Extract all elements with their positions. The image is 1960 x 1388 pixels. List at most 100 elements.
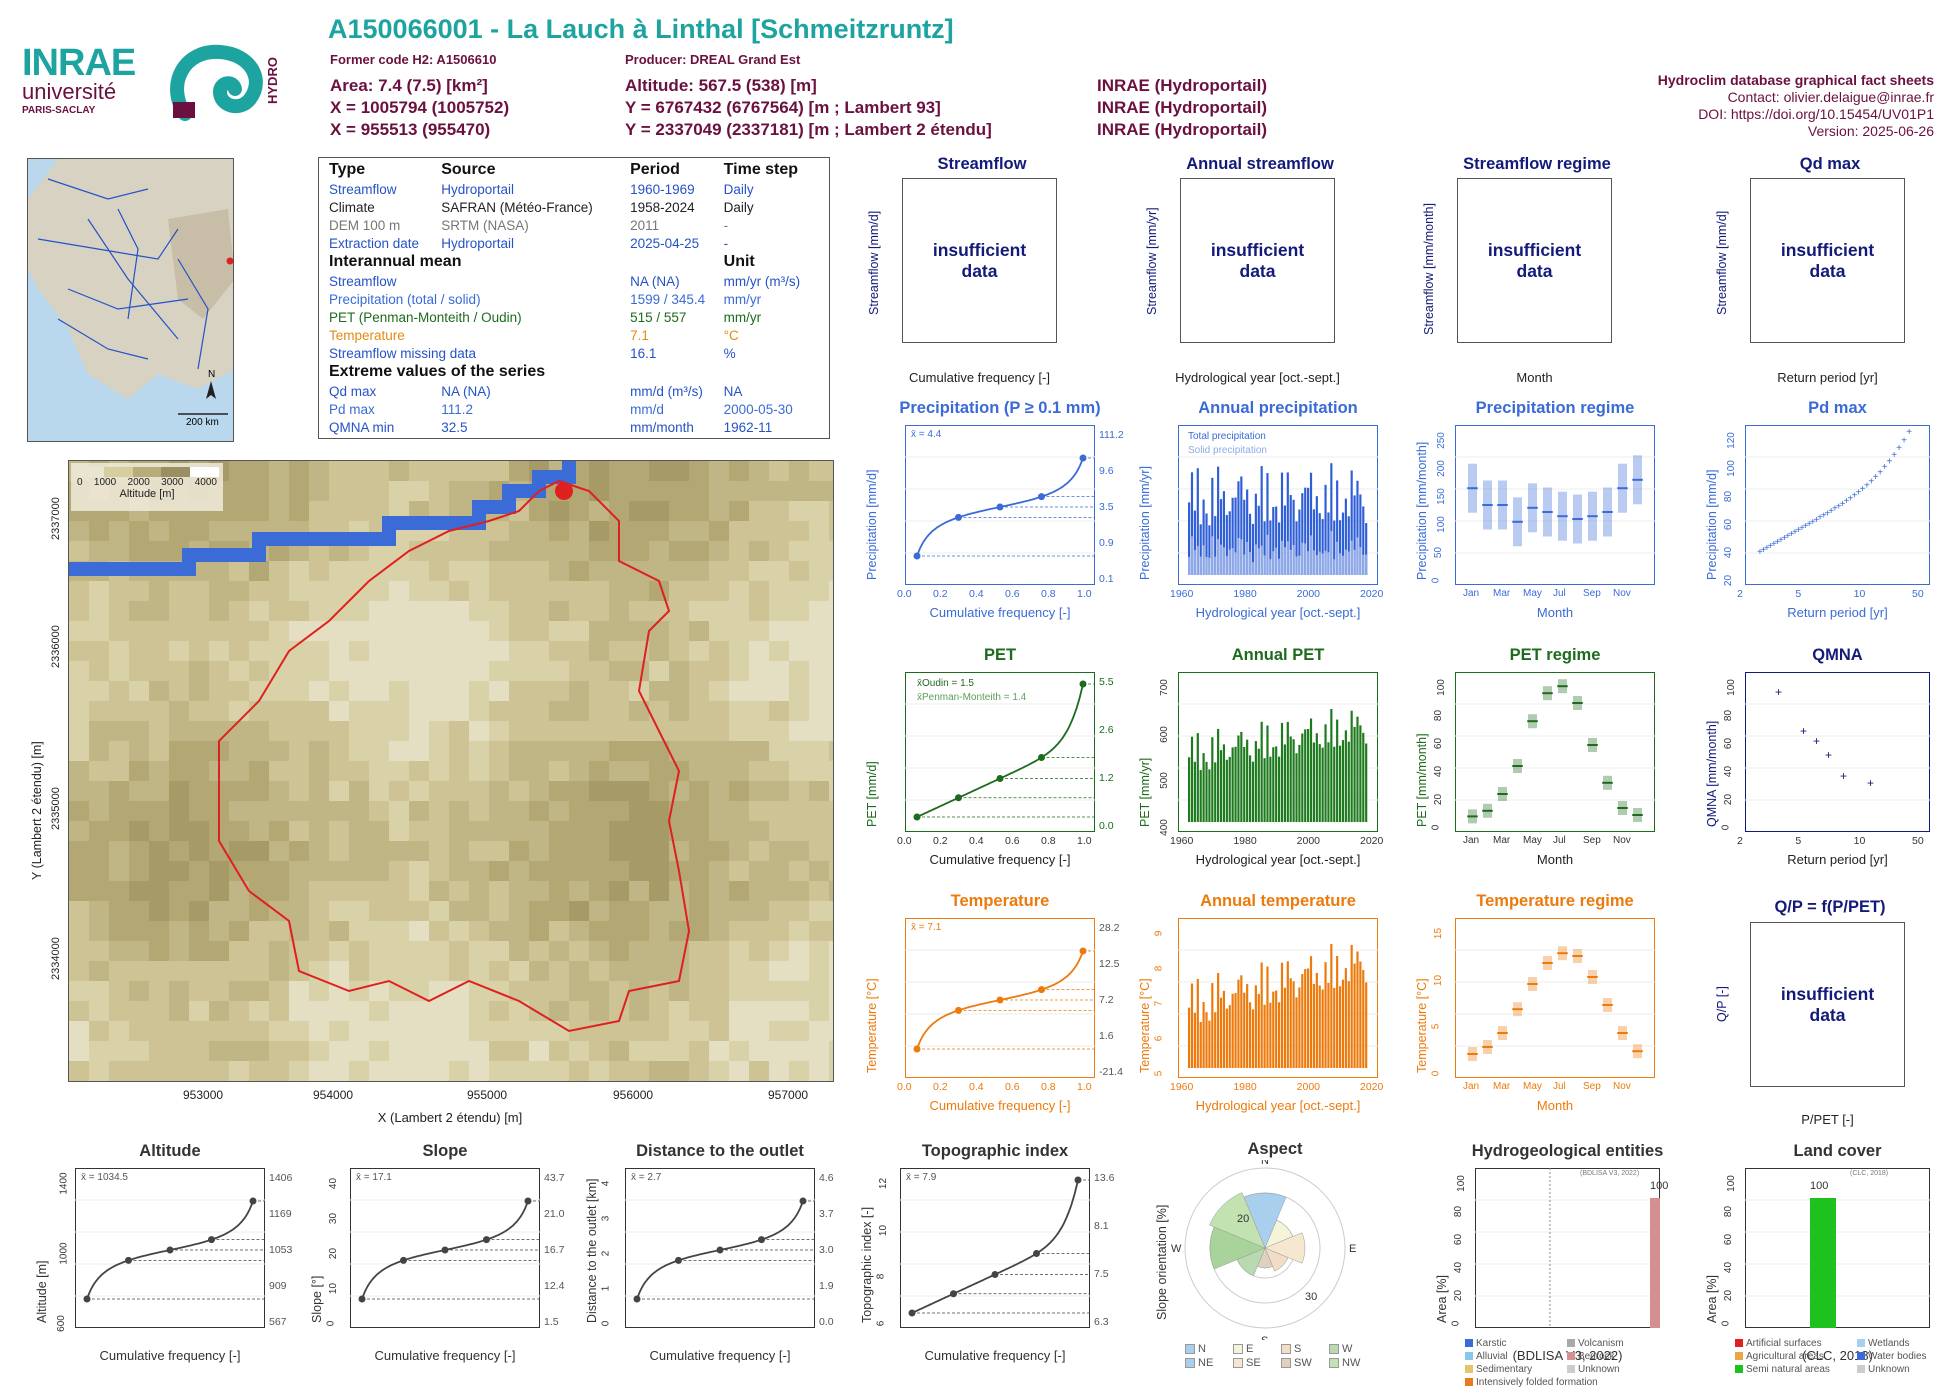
bar-solid [1188, 556, 1191, 575]
rose-sector [1264, 1247, 1289, 1272]
dem-cell [729, 1061, 749, 1081]
dem-cell [389, 861, 409, 881]
dem-cell [409, 461, 429, 481]
dem-cell [829, 641, 833, 661]
bar [1307, 729, 1310, 822]
dem-cell [149, 821, 169, 841]
y-axis-label: Distance to the outlet [km] [585, 1178, 599, 1323]
dem-cell [609, 761, 629, 781]
dem-cell [469, 801, 489, 821]
th-period: Period [630, 161, 680, 178]
bar [1321, 747, 1324, 822]
bar [1315, 496, 1318, 575]
bar [1217, 728, 1220, 822]
dem-cell [249, 561, 269, 581]
dem-cell [89, 921, 109, 941]
max-point: + [1877, 467, 1883, 478]
bar [1237, 979, 1240, 1068]
y-tick-label: 2 [600, 1250, 612, 1257]
dem-cell [369, 721, 389, 741]
dem-cell [669, 521, 689, 541]
dem-cell [769, 961, 789, 981]
dem-cell [409, 781, 429, 801]
dem-cell [569, 981, 589, 1001]
bar [1251, 761, 1255, 822]
dem-cell [449, 1041, 469, 1061]
y-tick-label: 0 [1450, 1320, 1462, 1327]
dem-cell [809, 1061, 829, 1081]
dem-cell [349, 641, 369, 661]
quantile-label: 0.0 [819, 1316, 834, 1328]
dem-cell [509, 661, 529, 681]
bar [1243, 992, 1246, 1068]
bar-value-label: 100 [1810, 1180, 1829, 1192]
dem-cell [109, 821, 129, 841]
bar-solid [1304, 543, 1307, 575]
dem-cell [209, 961, 229, 981]
dem-cell [309, 661, 329, 681]
dem-cell [349, 761, 369, 781]
x-tick-label: 5 [1795, 588, 1802, 600]
bar [1304, 487, 1307, 575]
plot-area [900, 1168, 1090, 1328]
dem-cell [369, 481, 389, 501]
legend-penman: x̄Penman-Monteith = 1.4 [917, 692, 1027, 703]
dem-cell [829, 521, 833, 541]
dem-cell [689, 581, 709, 601]
dem-cell [829, 621, 833, 641]
dem-cell [89, 1001, 109, 1021]
cell: SAFRAN (Météo-France) [441, 199, 593, 215]
dem-cell [709, 541, 729, 561]
quantile-point [913, 552, 921, 560]
bar [1350, 470, 1353, 575]
dem-cell [829, 781, 833, 801]
dem-cell [249, 681, 269, 701]
dem-cell [749, 881, 769, 901]
dem-cell [669, 1001, 689, 1021]
legend-swatch [1233, 1344, 1243, 1355]
y-tick-label: 0 [325, 1320, 337, 1327]
dem-cell [609, 701, 629, 721]
dem-cell [589, 901, 609, 921]
dem-cell [369, 881, 389, 901]
bar-solid [1298, 555, 1301, 575]
dem-cell [349, 861, 369, 881]
dem-cell [229, 801, 249, 821]
dem-cell [809, 701, 829, 721]
dem-cell [329, 921, 349, 941]
qmna-point: + [1867, 776, 1874, 790]
y-tick-label: 80 [1723, 1205, 1735, 1218]
dem-cell [549, 721, 569, 741]
dem-cell [689, 601, 709, 621]
x-tick-label: 2020 [1360, 588, 1384, 600]
dem-cell [809, 841, 829, 861]
y-tick-label: 20 [1723, 1289, 1735, 1302]
dem-cell [529, 941, 549, 961]
quantile-label: 5.5 [1099, 676, 1114, 688]
bar-solid [1237, 538, 1240, 575]
dem-cell [509, 861, 529, 881]
bar [1214, 516, 1217, 575]
dem-cell [529, 921, 549, 941]
dem-cell [589, 821, 609, 841]
bar-solid [1275, 547, 1278, 575]
dem-cell [269, 621, 289, 641]
dem-cell [309, 581, 329, 601]
dem-cell [629, 541, 649, 561]
dem-cell [489, 801, 509, 821]
dem-cell [609, 681, 629, 701]
x-axis-label: Cumulative frequency [-] [929, 1098, 1071, 1113]
dem-cell [429, 901, 449, 921]
insufficient-data-msg: insufficient data [1488, 240, 1581, 282]
dem-cell [469, 681, 489, 701]
dem-cell [129, 781, 149, 801]
bar [1344, 968, 1347, 1068]
dem-cell [229, 621, 249, 641]
bar [1263, 1004, 1266, 1068]
dem-cell [269, 781, 289, 801]
bar [1234, 497, 1237, 575]
max-point: + [1799, 523, 1805, 534]
x-tick-label: 2020 [1360, 1081, 1384, 1093]
dem-cell [89, 641, 109, 661]
bar-solid [1257, 548, 1260, 575]
